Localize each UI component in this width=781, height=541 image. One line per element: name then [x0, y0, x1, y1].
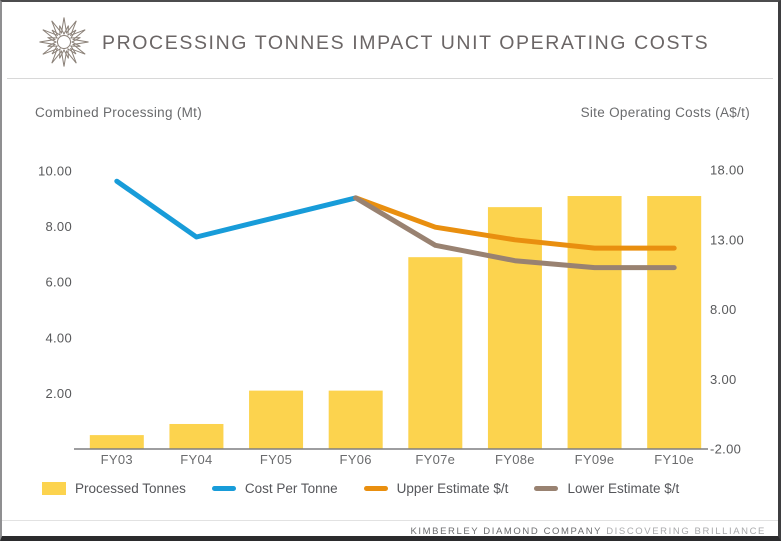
legend-swatch [42, 482, 66, 495]
legend-item-lower-estimate-t: Lower Estimate $/t [534, 481, 679, 496]
bar-FY07e [408, 257, 463, 449]
right-tick-label: -2.00 [710, 442, 741, 457]
x-axis-label-FY10e: FY10e [654, 452, 694, 467]
footer: KIMBERLEY DIAMOND COMPANY DISCOVERING BR… [410, 526, 766, 537]
line-lower-estimate-t [353, 195, 677, 271]
legend-swatch [363, 486, 388, 491]
bar-FY05 [249, 390, 304, 449]
left-axis-title: Combined Processing (Mt) [35, 105, 203, 120]
legend-label: Cost Per Tonne [244, 481, 338, 496]
right-axis-title: Site Operating Costs (A$/t) [580, 105, 750, 120]
legend-item-upper-estimate-t: Upper Estimate $/t [363, 481, 509, 496]
chart-legend: Processed Tonnes Cost Per Tonne Upper Esti… [42, 481, 679, 496]
legend-label: Upper Estimate $/t [396, 481, 509, 496]
x-axis-label-FY08e: FY08e [495, 452, 535, 467]
legend-swatch [211, 486, 236, 491]
logo-star-layer-1 [39, 17, 89, 67]
x-axis-label-FY05: FY05 [260, 452, 292, 467]
bar-FY08e [487, 207, 542, 449]
slide-header: PROCESSING TONNES IMPACT UNIT OPERATING … [2, 2, 778, 78]
footer-tagline: DISCOVERING BRILLIANCE [606, 526, 766, 537]
bar-FY09e [567, 196, 622, 449]
x-axis-label-FY09e: FY09e [575, 452, 615, 467]
left-tick-label: 4.00 [45, 330, 72, 345]
starburst-logo-icon [39, 17, 89, 67]
footer-divider [2, 520, 778, 521]
logo-star-layer-2 [47, 25, 81, 59]
x-axis-label-FY04: FY04 [180, 452, 212, 467]
legend-item-processed-tonnes: Processed Tonnes [42, 481, 186, 496]
page-title: PROCESSING TONNES IMPACT UNIT OPERATING … [102, 32, 710, 54]
legend-item-cost-per-tonne: Cost Per Tonne [211, 481, 338, 496]
header-divider [7, 78, 773, 79]
left-tick-label: 10.00 [38, 164, 72, 179]
logo-center-ring [57, 35, 71, 49]
legend-label: Lower Estimate $/t [567, 481, 680, 496]
x-axis-label-FY03: FY03 [101, 452, 133, 467]
x-axis-label-FY07e: FY07e [415, 452, 455, 467]
bar-FY06 [328, 390, 383, 449]
left-tick-label: 6.00 [45, 275, 72, 290]
legend-swatch [534, 486, 559, 491]
right-tick-label: 13.00 [710, 232, 744, 247]
left-tick-label: 2.00 [45, 386, 72, 401]
right-tick-label: 18.00 [710, 163, 744, 178]
right-tick-label: 8.00 [710, 302, 737, 317]
bar-FY03 [89, 435, 144, 449]
line-upper-estimate-t [353, 195, 677, 251]
right-tick-label: 3.00 [710, 372, 737, 387]
bar-FY04 [169, 423, 224, 449]
left-tick-label: 8.00 [45, 219, 72, 234]
legend-label: Processed Tonnes [75, 481, 186, 496]
footer-company-name: KIMBERLEY DIAMOND COMPANY [410, 526, 602, 537]
bar-FY10e [647, 196, 702, 449]
x-axis-label-FY06: FY06 [340, 452, 372, 467]
line-cost-per-tonne [114, 178, 359, 240]
